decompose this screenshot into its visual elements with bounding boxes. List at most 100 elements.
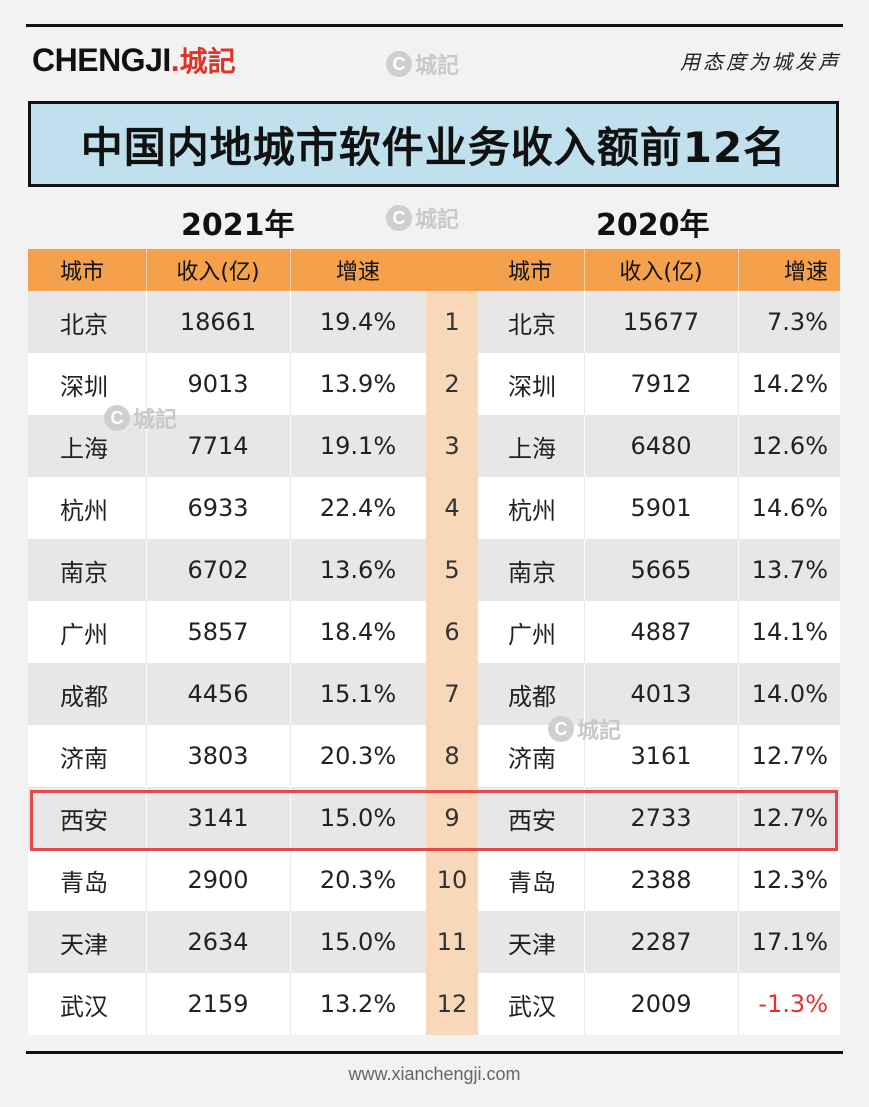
table-row: 深圳 9013 13.9% 2 深圳 7912 14.2% [28, 353, 840, 415]
watermark-text: 城記 [577, 719, 622, 744]
rank-cell: 12 [426, 973, 478, 1035]
table-body: 北京 18661 19.4% 1 北京 15677 7.3% 深圳 9013 13.9% 2 深圳 79… [28, 291, 840, 1035]
revenue-2020-cell: 2009 [630, 990, 692, 1018]
watermark: C 城記 [104, 402, 177, 434]
city-2021-cell: 上海 [60, 434, 108, 463]
city-2021-cell: 青岛 [60, 868, 108, 897]
city-2020-cell: 深圳 [508, 372, 556, 401]
city-2021-cell: 武汉 [60, 992, 108, 1021]
city-2020-cell: 青岛 [508, 868, 556, 897]
header-rank [426, 249, 478, 291]
growth-2020-cell: 14.2% [751, 370, 828, 398]
slogan: 用态度为城发声 [680, 50, 841, 74]
logo-latin: CHENGJI [32, 42, 171, 78]
rank-cell: 7 [426, 663, 478, 725]
growth-2020-cell: 12.6% [751, 432, 828, 460]
growth-2020-cell: 14.6% [751, 494, 828, 522]
growth-2020-cell: 7.3% [767, 308, 828, 336]
growth-2020-cell: 12.7% [751, 742, 828, 770]
city-2020-cell: 杭州 [508, 496, 556, 525]
revenue-2020-cell: 2388 [630, 866, 692, 894]
growth-2021-cell: 19.4% [319, 308, 397, 336]
revenue-2020-cell: 15677 [622, 308, 700, 336]
table-row: 西安 3141 15.0% 9 西安 2733 12.7% [28, 787, 840, 849]
watermark: C 城記 [548, 713, 621, 745]
year-2021-label: 2021年 [181, 208, 295, 243]
watermark-text: 城記 [133, 408, 178, 433]
revenue-2021-cell: 9013 [187, 370, 249, 398]
watermark-text: 城記 [415, 208, 460, 233]
rank-cell: 11 [426, 911, 478, 973]
growth-2021-cell: 13.9% [319, 370, 397, 398]
growth-2021-cell: 15.0% [319, 928, 397, 956]
bottom-rule [26, 1051, 843, 1054]
growth-2020-cell: 14.1% [751, 618, 828, 646]
revenue-2020-cell: 4013 [630, 680, 692, 708]
rank-cell: 8 [426, 725, 478, 787]
page-title: 中国内地城市软件业务收入额前12名 [80, 122, 787, 172]
revenue-2021-cell: 2900 [187, 866, 249, 894]
table-row: 上海 7714 19.1% 3 上海 6480 12.6% [28, 415, 840, 477]
growth-2021-cell: 22.4% [319, 494, 397, 522]
rank-cell: 9 [426, 787, 478, 849]
revenue-2020-cell: 4887 [630, 618, 692, 646]
city-2020-cell: 天津 [508, 930, 556, 959]
city-2021-cell: 北京 [60, 310, 108, 339]
table-row: 杭州 6933 22.4% 4 杭州 5901 14.6% [28, 477, 840, 539]
city-2020-cell: 西安 [508, 806, 556, 835]
title-box: 中国内地城市软件业务收入额前12名 [28, 101, 839, 187]
watermark-text: 城記 [415, 54, 460, 79]
revenue-2021-cell: 2634 [187, 928, 249, 956]
city-2020-cell: 上海 [508, 434, 556, 463]
header-city-2020: 城市 [508, 260, 553, 285]
header-growth-2021: 增速 [335, 260, 380, 285]
watermark: C 城記 [386, 48, 459, 80]
revenue-2021-cell: 4456 [187, 680, 249, 708]
header-revenue-2021: 收入(亿) [176, 260, 260, 285]
logo-cn: 城記 [179, 45, 236, 78]
growth-2020-cell: 12.3% [751, 866, 828, 894]
revenue-2021-cell: 6933 [187, 494, 249, 522]
city-2020-cell: 武汉 [508, 992, 556, 1021]
table-row: 武汉 2159 13.2% 12 武汉 2009 -1.3% [28, 973, 840, 1035]
revenue-2021-cell: 2159 [187, 990, 249, 1018]
header-city-2021: 城市 [60, 260, 105, 285]
table-row: 天津 2634 15.0% 11 天津 2287 17.1% [28, 911, 840, 973]
revenue-2020-cell: 2287 [630, 928, 692, 956]
rank-cell: 2 [426, 353, 478, 415]
table-row: 广州 5857 18.4% 6 广州 4887 14.1% [28, 601, 840, 663]
growth-2020-cell: -1.3% [758, 990, 828, 1018]
city-2020-cell: 济南 [508, 744, 556, 773]
city-2021-cell: 广州 [60, 620, 108, 649]
watermark-c-icon: C [104, 405, 130, 431]
table-header: 城市 收入(亿) 增速 城市 收入(亿) 增速 [28, 249, 840, 291]
revenue-2020-cell: 5665 [630, 556, 692, 584]
growth-2021-cell: 13.2% [319, 990, 397, 1018]
revenue-2021-cell: 5857 [187, 618, 249, 646]
watermark-c-icon: C [386, 51, 412, 77]
rank-cell: 6 [426, 601, 478, 663]
growth-2021-cell: 15.1% [319, 680, 397, 708]
revenue-2020-cell: 6480 [630, 432, 692, 460]
rank-cell: 3 [426, 415, 478, 477]
city-2021-cell: 南京 [60, 558, 108, 587]
revenue-2021-cell: 3141 [187, 804, 249, 832]
city-2021-cell: 西安 [60, 806, 108, 835]
growth-2020-cell: 17.1% [751, 928, 828, 956]
city-2021-cell: 深圳 [60, 372, 108, 401]
revenue-2021-cell: 18661 [179, 308, 257, 336]
rank-cell: 1 [426, 291, 478, 353]
city-2021-cell: 成都 [60, 682, 108, 711]
watermark-c-icon: C [548, 716, 574, 742]
growth-2021-cell: 15.0% [319, 804, 397, 832]
chengji-logo: CHENGJI. 城記 [32, 40, 236, 80]
growth-2020-cell: 12.7% [751, 804, 828, 832]
city-2020-cell: 成都 [508, 682, 556, 711]
revenue-2020-cell: 3161 [630, 742, 692, 770]
header-growth-2020: 增速 [783, 260, 828, 285]
city-2021-cell: 济南 [60, 744, 108, 773]
growth-2021-cell: 13.6% [319, 556, 397, 584]
revenue-2020-cell: 5901 [630, 494, 692, 522]
city-2020-cell: 南京 [508, 558, 556, 587]
table-row: 济南 3803 20.3% 8 济南 3161 12.7% [28, 725, 840, 787]
